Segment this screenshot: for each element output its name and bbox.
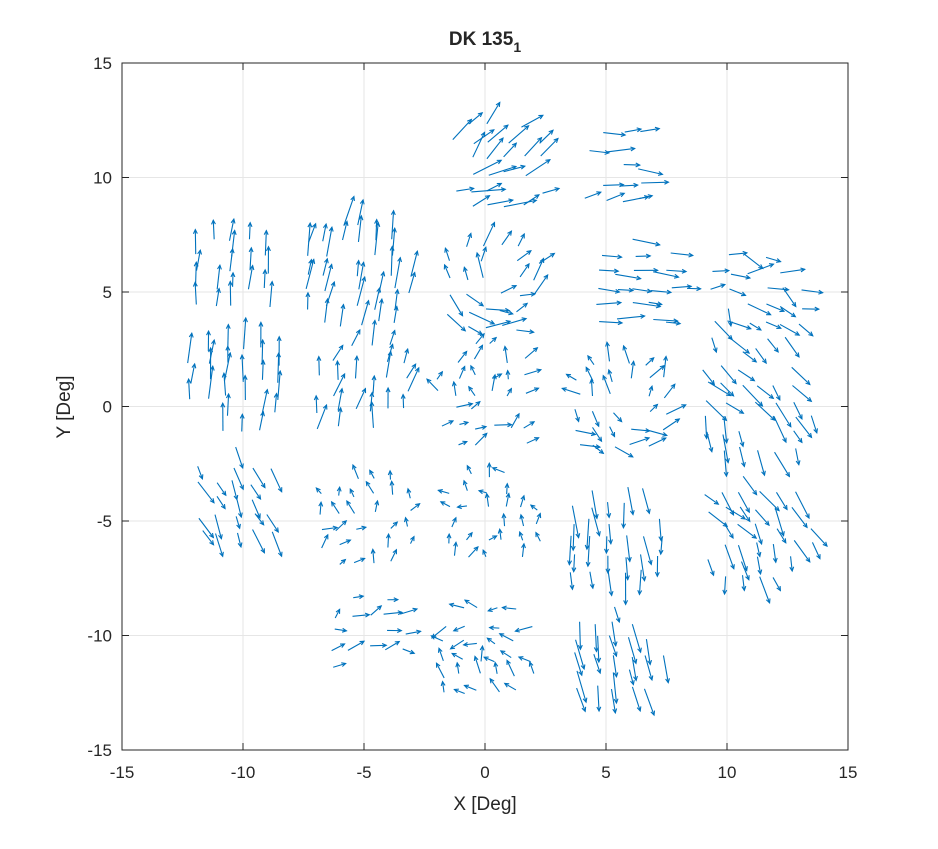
x-tick-label: 15 xyxy=(839,763,858,782)
x-axis-label: X [Deg] xyxy=(453,794,516,815)
x-tick-label: -5 xyxy=(356,763,371,782)
x-tick-label: 10 xyxy=(718,763,737,782)
x-tick-label: 0 xyxy=(480,763,489,782)
y-tick-label: 10 xyxy=(93,169,112,188)
y-tick-label: 5 xyxy=(103,283,112,302)
y-axis-label: Y [Deg] xyxy=(54,375,75,438)
y-tick-label: -15 xyxy=(87,741,112,760)
y-tick-label: -5 xyxy=(97,512,112,531)
title-subscript: 1 xyxy=(513,39,521,55)
y-tick-label: -10 xyxy=(87,627,112,646)
x-tick-label: -15 xyxy=(110,763,135,782)
x-tick-label: -10 xyxy=(231,763,256,782)
y-tick-label: 0 xyxy=(103,398,112,417)
y-tick-label: 15 xyxy=(93,54,112,73)
x-tick-label: 5 xyxy=(601,763,610,782)
